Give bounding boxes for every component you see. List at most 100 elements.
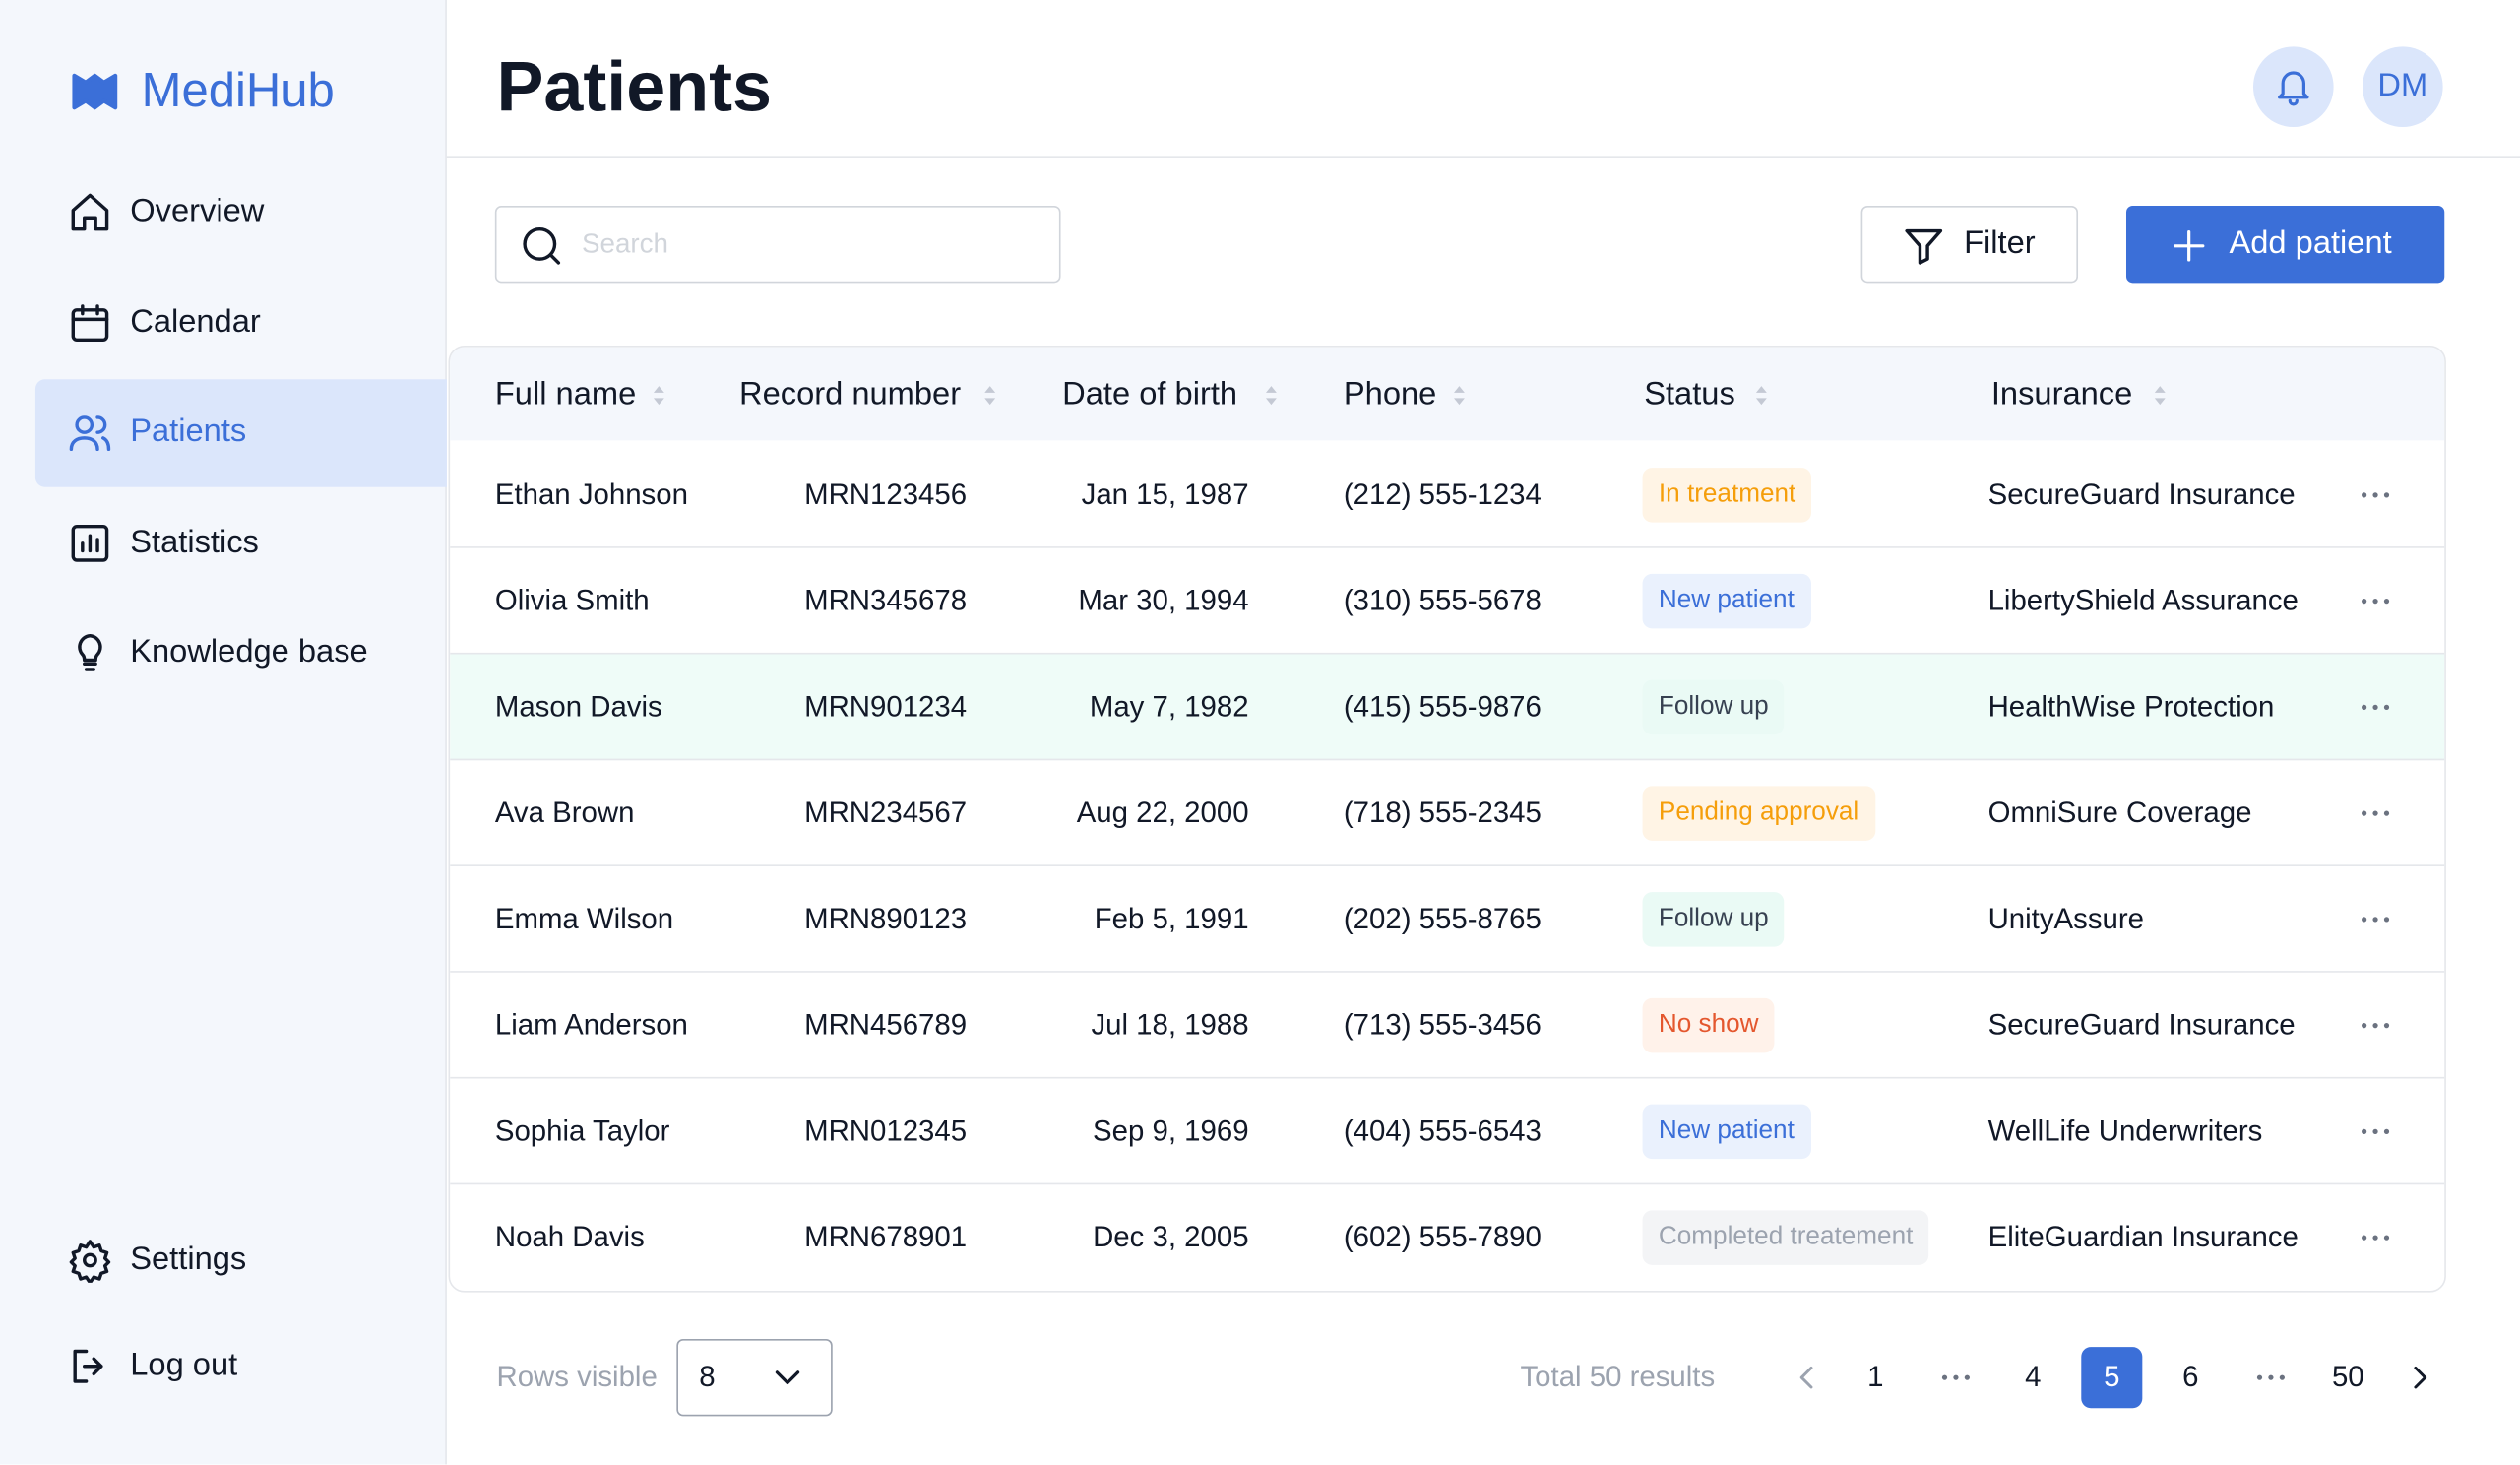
record-number: MRN678901 — [804, 1220, 968, 1253]
nav-item[interactable]: Patients — [130, 414, 247, 450]
sort-icon — [1755, 386, 1767, 406]
nav-item[interactable]: Overview — [130, 193, 265, 229]
search-placeholder: Search — [582, 227, 668, 259]
date-of-birth: May 7, 1982 — [1089, 690, 1249, 723]
page-number[interactable]: 5 — [2104, 1361, 2120, 1393]
nav-icon — [71, 304, 109, 343]
brand: MediHub — [141, 64, 335, 118]
insurance: SecureGuard Insurance — [1987, 478, 2296, 511]
patient-name: Liam Anderson — [494, 1008, 688, 1042]
row-menu[interactable] — [2353, 694, 2398, 720]
phone: (404) 555-6543 — [1343, 1115, 1542, 1147]
avatar[interactable]: DM — [2362, 46, 2443, 127]
phone: (602) 555-7890 — [1343, 1220, 1542, 1253]
patient-name: Olivia Smith — [494, 584, 650, 617]
bell-icon — [2278, 71, 2309, 106]
row-highlight — [450, 654, 2445, 761]
record-number: MRN012345 — [804, 1115, 968, 1147]
sort-icon — [1265, 386, 1277, 406]
date-of-birth: Jan 15, 1987 — [1081, 478, 1249, 511]
date-of-birth: Sep 9, 1969 — [1093, 1115, 1249, 1147]
row-menu[interactable] — [2353, 482, 2398, 508]
page-number[interactable]: 6 — [2182, 1361, 2199, 1393]
page-number[interactable]: 4 — [2025, 1361, 2042, 1393]
search-box[interactable]: Search — [494, 205, 1061, 284]
rows-select[interactable]: 8 — [676, 1338, 833, 1417]
phone: (202) 555-8765 — [1343, 902, 1542, 935]
header-divider — [446, 156, 2520, 158]
record-number: MRN456789 — [804, 1008, 968, 1042]
sort-icon — [1454, 386, 1465, 406]
row-menu[interactable] — [2353, 1013, 2398, 1039]
nav-item[interactable]: Calendar — [130, 304, 261, 341]
phone: (718) 555-2345 — [1343, 796, 1542, 829]
patient-name: Emma Wilson — [494, 902, 674, 935]
status-badge: Follow up — [1642, 679, 1786, 735]
row-divider — [450, 546, 2445, 548]
nav-item[interactable]: Knowledge base — [130, 634, 368, 669]
status-badge: Completed treatement — [1642, 1210, 1929, 1265]
add-button[interactable]: Add patient — [2125, 205, 2445, 284]
nav-icon — [71, 193, 109, 231]
notifications[interactable] — [2252, 46, 2334, 127]
dots-icon — [2362, 1023, 2390, 1029]
row-menu[interactable] — [2353, 1118, 2398, 1144]
record-number: MRN890123 — [804, 902, 968, 935]
phone: (310) 555-5678 — [1343, 584, 1542, 617]
nav-item[interactable]: Log out — [130, 1347, 238, 1383]
dots-icon — [2362, 917, 2390, 923]
insurance: EliteGuardian Insurance — [1987, 1220, 2299, 1253]
row-menu[interactable] — [2353, 589, 2398, 614]
row-menu[interactable] — [2353, 1225, 2398, 1250]
dots-icon — [2362, 492, 2390, 498]
column-header[interactable]: Date of birth — [1062, 376, 1238, 413]
patient-name: Ava Brown — [494, 796, 635, 829]
insurance: UnityAssure — [1987, 902, 2145, 935]
column-header[interactable]: Full name — [494, 376, 637, 413]
row-divider — [450, 652, 2445, 655]
nav-item[interactable]: Settings — [130, 1242, 247, 1278]
page-ellipsis — [2256, 1374, 2285, 1380]
nav-item[interactable]: Statistics — [130, 525, 259, 560]
patient-name: Sophia Taylor — [494, 1115, 670, 1147]
dots-icon — [2362, 1235, 2390, 1241]
status-badge: Follow up — [1642, 892, 1786, 947]
row-divider — [450, 758, 2445, 761]
column-header[interactable]: Phone — [1343, 376, 1437, 413]
status-badge: Pending approval — [1642, 786, 1875, 841]
next-page — [2414, 1366, 2427, 1389]
column-header[interactable]: Status — [1644, 376, 1735, 413]
status-badge: New patient — [1642, 573, 1811, 629]
total-results: Total 50 results — [1520, 1361, 1716, 1393]
column-header[interactable]: Insurance — [1990, 376, 2133, 413]
page-number[interactable]: 50 — [2331, 1361, 2364, 1393]
date-of-birth: Mar 30, 1994 — [1078, 584, 1249, 617]
date-of-birth: Jul 18, 1988 — [1091, 1008, 1249, 1042]
search-icon — [523, 226, 561, 265]
column-header[interactable]: Record number — [739, 376, 962, 413]
row-divider — [450, 864, 2445, 866]
insurance: LibertyShield Assurance — [1987, 584, 2299, 617]
date-of-birth: Dec 3, 2005 — [1093, 1220, 1249, 1253]
nav-icon — [69, 415, 111, 452]
nav-icon — [69, 1240, 111, 1283]
record-number: MRN901234 — [804, 690, 968, 723]
phone: (713) 555-3456 — [1343, 1008, 1542, 1042]
insurance: OmniSure Coverage — [1987, 796, 2252, 829]
row-divider — [450, 1182, 2445, 1185]
row-menu[interactable] — [2353, 800, 2398, 826]
insurance: WellLife Underwriters — [1987, 1115, 2263, 1147]
table: Full name Record number Date of birth Phone… — [448, 346, 2446, 1293]
sort-icon — [984, 386, 996, 406]
insurance: SecureGuard Insurance — [1987, 1008, 2296, 1042]
row-menu[interactable] — [2353, 907, 2398, 932]
active-page-bg — [2081, 1347, 2143, 1409]
dots-icon — [2362, 704, 2390, 710]
dots-icon — [2362, 1128, 2390, 1134]
sort-icon — [653, 386, 664, 406]
patient-name: Noah Davis — [494, 1220, 645, 1253]
patient-name: Mason Davis — [494, 690, 662, 723]
filter-button[interactable]: Filter — [1860, 205, 2079, 284]
page-number[interactable]: 1 — [1867, 1361, 1884, 1393]
